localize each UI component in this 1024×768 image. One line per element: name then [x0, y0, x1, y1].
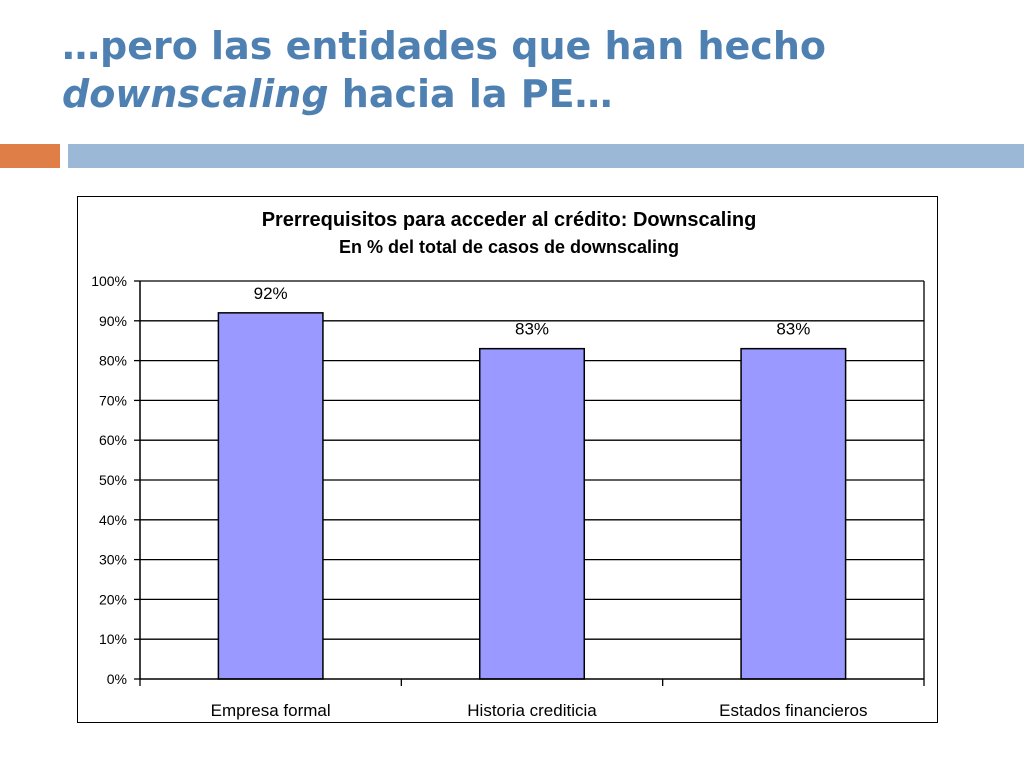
- slide-title-line-2-rest: hacia la PE…: [328, 72, 613, 116]
- y-tick-label: 90%: [99, 313, 127, 329]
- slide-title: …pero las entidades que han hecho downsc…: [62, 22, 1002, 118]
- category-label: Empresa formal: [211, 701, 331, 720]
- chart-frame: Prerrequisitos para acceder al crédito: …: [77, 196, 938, 723]
- axes: [134, 280, 925, 686]
- y-tick-label: 30%: [99, 552, 127, 568]
- bar-chart: Prerrequisitos para acceder al crédito: …: [91, 209, 925, 720]
- labels: 0% 10% 20% 30% 40% 50% 60% 70% 80% 90% 100% 92% Empr…: [91, 273, 867, 720]
- accent-bar: [0, 144, 60, 168]
- y-tick-label: 0%: [107, 671, 127, 687]
- y-tick-label: 40%: [99, 512, 127, 528]
- title-rule: [68, 144, 1024, 168]
- slide-title-italic-term: downscaling: [62, 72, 329, 116]
- bar: [217, 312, 324, 680]
- y-tick-label: 80%: [99, 353, 127, 369]
- data-label: 83%: [776, 320, 810, 339]
- y-tick-label: 50%: [99, 472, 127, 488]
- y-tick-label: 20%: [99, 591, 127, 607]
- bar: [478, 347, 586, 680]
- y-tick-label: 70%: [99, 392, 127, 408]
- chart-title: Prerrequisitos para acceder al crédito: …: [262, 209, 757, 231]
- category-label: Historia crediticia: [467, 701, 597, 720]
- slide-title-line-2: downscaling hacia la PE…: [62, 70, 1002, 118]
- y-tick-label: 100%: [91, 273, 127, 289]
- bar: [740, 347, 847, 680]
- category-label: Estados financieros: [719, 701, 867, 720]
- y-tick-label: 10%: [99, 631, 127, 647]
- y-tick-label: 60%: [99, 432, 127, 448]
- slide-title-line-1: …pero las entidades que han hecho: [62, 24, 826, 68]
- data-label: 92%: [254, 284, 288, 303]
- data-label: 83%: [515, 320, 549, 339]
- chart-subtitle: En % del total de casos de downscaling: [339, 237, 679, 257]
- bars: [217, 312, 847, 680]
